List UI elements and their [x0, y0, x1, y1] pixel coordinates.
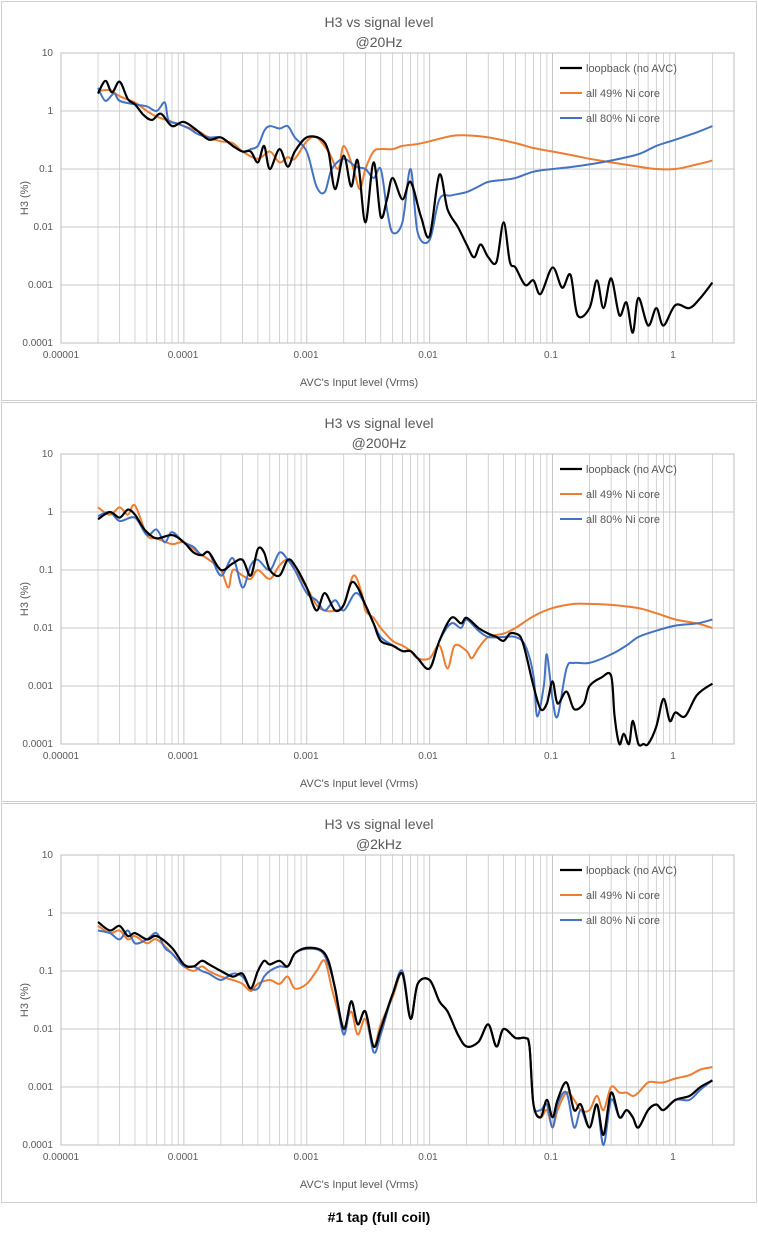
y-tick-label: 0.0001: [22, 1140, 53, 1151]
x-axis-label: AVC's Input level (Vrms): [300, 778, 418, 790]
x-tick-label: 0.00001: [43, 350, 80, 361]
series-line-ni80: [98, 930, 712, 1145]
chart-title: H3 vs signal level: [325, 14, 434, 30]
chart-panel-200hz: H3 vs signal level @200Hz AVC's Input le…: [1, 402, 757, 802]
y-tick-label: 0.01: [34, 623, 54, 634]
x-tick-label: 0.01: [418, 751, 438, 762]
x-tick-label: 0.01: [418, 350, 438, 361]
legend: loopback (no AVC) all 49% Ni core all 80…: [560, 63, 677, 125]
x-tick-label: 0.0001: [168, 751, 199, 762]
x-tick-label: 0.001: [293, 1152, 318, 1163]
plot-frame: [60, 453, 735, 745]
x-tick-label: 1: [670, 350, 676, 361]
series-line-ni80: [98, 512, 712, 718]
chart-svg-20hz: H3 vs signal level @20Hz AVC's Input lev…: [19, 14, 735, 389]
y-tick-label: 0.001: [28, 1082, 53, 1093]
y-tick-label: 0.0001: [22, 739, 53, 750]
y-tick-label: 0.1: [39, 966, 53, 977]
legend-label-49ni: all 49% Ni core: [586, 88, 660, 100]
legend-label-80ni: all 80% Ni core: [586, 915, 660, 927]
y-axis-label: H3 (%): [19, 181, 31, 215]
chart-svg-2khz: H3 vs signal level @2kHz AVC's Input lev…: [19, 816, 735, 1191]
x-tick-label: 0.001: [293, 350, 318, 361]
y-tick-label: 0.1: [39, 164, 53, 175]
y-tick-label: 10: [42, 48, 54, 59]
y-tick-label: 10: [42, 850, 54, 861]
y-tick-label: 1: [47, 908, 53, 919]
legend-label-loopback: loopback (no AVC): [586, 464, 677, 476]
chart-title: H3 vs signal level: [325, 816, 434, 832]
y-tick-label: 0.001: [28, 681, 53, 692]
legend-label-loopback: loopback (no AVC): [586, 865, 677, 877]
legend-label-49ni: all 49% Ni core: [586, 890, 660, 902]
x-tick-label: 1: [670, 751, 676, 762]
chart-subtitle: @200Hz: [352, 435, 407, 451]
legend-label-loopback: loopback (no AVC): [586, 63, 677, 75]
y-tick-label: 0.0001: [22, 338, 53, 349]
legend: loopback (no AVC) all 49% Ni core all 80…: [560, 464, 677, 526]
y-tick-label: 0.1: [39, 565, 53, 576]
y-axis-label: H3 (%): [19, 582, 31, 616]
legend-label-49ni: all 49% Ni core: [586, 489, 660, 501]
y-tick-label: 1: [47, 507, 53, 518]
chart-subtitle: @20Hz: [356, 34, 403, 50]
x-tick-label: 0.1: [544, 1152, 558, 1163]
x-tick-label: 0.1: [544, 751, 558, 762]
x-axis-label: AVC's Input level (Vrms): [300, 1179, 418, 1191]
x-tick-label: 0.00001: [43, 751, 80, 762]
y-tick-label: 0.01: [34, 1024, 54, 1035]
figure-caption: #1 tap (full coil): [327, 1209, 431, 1225]
y-axis-label: H3 (%): [19, 983, 31, 1017]
x-tick-label: 0.001: [293, 751, 318, 762]
legend-label-80ni: all 80% Ni core: [586, 113, 660, 125]
chart-panel-20hz: H3 vs signal level @20Hz AVC's Input lev…: [1, 1, 757, 401]
x-tick-label: 0.1: [544, 350, 558, 361]
x-tick-label: 1: [670, 1152, 676, 1163]
legend: loopback (no AVC) all 49% Ni core all 80…: [560, 865, 677, 927]
x-tick-label: 0.01: [418, 1152, 438, 1163]
series-line-loopback: [98, 510, 712, 746]
y-tick-label: 10: [42, 449, 54, 460]
x-tick-label: 0.0001: [168, 1152, 199, 1163]
y-tick-label: 0.001: [28, 280, 53, 291]
series-line-ni49: [98, 505, 712, 669]
chart-panel-2khz: H3 vs signal level @2kHz AVC's Input lev…: [1, 803, 757, 1203]
x-axis-label: AVC's Input level (Vrms): [300, 377, 418, 389]
plot-frame: [60, 854, 735, 1146]
y-tick-label: 0.01: [34, 222, 54, 233]
series-line-ni49: [98, 90, 712, 189]
series-line-loopback: [98, 81, 712, 333]
x-tick-label: 0.0001: [168, 350, 199, 361]
chart-svg-200hz: H3 vs signal level @200Hz AVC's Input le…: [19, 415, 735, 790]
legend-label-80ni: all 80% Ni core: [586, 514, 660, 526]
chart-subtitle: @2kHz: [356, 836, 402, 852]
series-line-ni49: [98, 926, 712, 1128]
x-tick-label: 0.00001: [43, 1152, 80, 1163]
series-line-loopback: [98, 922, 712, 1135]
plot-frame: [60, 52, 735, 344]
y-tick-label: 1: [47, 106, 53, 117]
chart-title: H3 vs signal level: [325, 415, 434, 431]
